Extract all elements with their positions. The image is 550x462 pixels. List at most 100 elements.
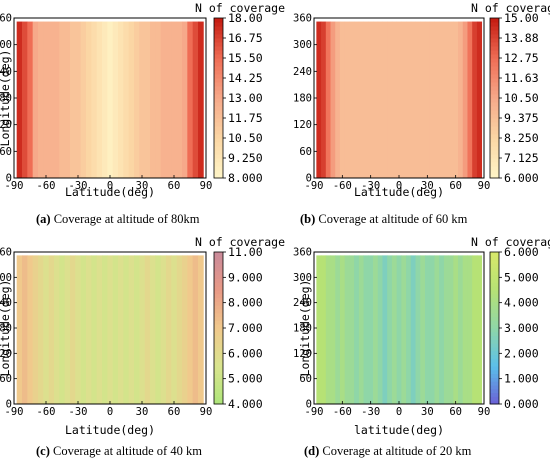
heat-cell	[96, 255, 103, 404]
colorbar-tick-label: 5.000	[504, 270, 539, 284]
colorbar-segment	[214, 252, 223, 257]
colorbar-segment	[490, 328, 499, 333]
colorbar-segment	[214, 316, 223, 321]
y-tick-label: 0	[306, 173, 312, 185]
colorbar-segment	[490, 114, 499, 119]
colorbar-segment	[214, 26, 223, 31]
heat-cell	[420, 255, 426, 404]
colorbar-segment	[490, 366, 499, 371]
y-axis-label: Longitude(deg)	[0, 280, 12, 377]
heat-cell	[123, 21, 130, 178]
colorbar-tick-label: 2.000	[504, 346, 539, 360]
y-tick-label: 60	[0, 373, 12, 385]
heat-cell	[316, 21, 322, 178]
colorbar-segment	[490, 297, 499, 302]
colorbar-tick-label: 14.25	[228, 71, 263, 85]
colorbar-segment	[214, 305, 223, 310]
heat-cell	[358, 21, 364, 178]
colorbar-segment	[490, 396, 499, 401]
heat-cell	[439, 255, 445, 404]
x-axis-label: Latitude(deg)	[65, 423, 155, 437]
colorbar-tick-label: 4.000	[504, 296, 539, 310]
x-tick-label: -30	[361, 180, 380, 192]
colorbar-segment	[214, 400, 223, 405]
colorbar-segment	[490, 66, 499, 71]
y-tick-label: 120	[0, 119, 12, 131]
colorbar-segment	[214, 278, 223, 283]
heat-cell	[198, 255, 204, 404]
colorbar-segment	[490, 331, 499, 337]
heat-cell	[150, 255, 156, 404]
colorbar-segment	[490, 102, 499, 107]
colorbar-tick-label: 7.125	[504, 151, 539, 165]
colorbar-tick-label: 12.75	[504, 51, 539, 65]
colorbar-segment	[214, 102, 223, 107]
colorbar-segment	[490, 22, 499, 27]
caption-c: (c) Coverage at altitude of 40 km	[36, 444, 202, 458]
heat-cell	[349, 21, 355, 178]
y-axis-label: Longitude(deg)	[0, 50, 12, 147]
heat-cell	[316, 255, 322, 404]
colorbar-segment	[490, 305, 499, 310]
colorbar-segment	[214, 66, 223, 71]
chart-panel-d: -90 -60 -30 0 30 60 90 0 60 120 180 240 300 360 latitu…	[293, 235, 550, 437]
colorbar-segment	[214, 166, 223, 171]
heat-cell	[187, 21, 194, 178]
colorbar-segment	[490, 293, 499, 299]
colorbar-segment	[490, 78, 499, 83]
y-tick-label: 0	[306, 399, 312, 411]
colorbar-segment	[490, 162, 499, 167]
colorbar-segment	[214, 34, 223, 39]
colorbar-segment	[214, 58, 223, 63]
colorbar-segment	[490, 170, 499, 175]
heat-cell	[59, 21, 66, 178]
y-tick-label: 180	[293, 323, 312, 335]
heat-cell	[70, 255, 76, 404]
y-tick-label: 240	[293, 297, 312, 309]
colorbar-segment	[490, 18, 499, 23]
heat-cell	[182, 255, 188, 404]
colorbar-tick-label: 5.000	[228, 372, 263, 386]
heat-cell	[472, 21, 478, 178]
colorbar-segment	[490, 252, 499, 257]
heat-cell	[387, 255, 393, 404]
colorbar-segment	[490, 385, 499, 390]
colorbar-title: N of coverage	[195, 1, 285, 15]
heat-cell	[134, 255, 140, 404]
colorbar-segment	[490, 30, 499, 35]
colorbar-segment	[214, 388, 223, 394]
colorbar-tick-label: 18.00	[228, 11, 263, 25]
colorbar-segment	[214, 339, 223, 344]
colorbar-segment	[214, 78, 223, 83]
heat-cell	[363, 255, 369, 404]
heat-cell	[118, 255, 124, 404]
colorbar-segment	[214, 30, 223, 35]
colorbar-segment	[214, 174, 223, 179]
heat-cell	[377, 255, 383, 404]
colorbar-segment	[214, 331, 223, 337]
x-tick-label: -30	[361, 406, 380, 418]
y-tick-label: 180	[0, 323, 12, 335]
colorbar-tick-label: 16.75	[228, 31, 263, 45]
heat-cell	[102, 255, 108, 404]
colorbar-tick-label: 10.50	[228, 131, 263, 145]
heat-cell	[391, 21, 398, 178]
colorbar-segment	[214, 385, 223, 390]
colorbar-segment	[214, 396, 223, 401]
colorbar-segment	[214, 377, 223, 382]
colorbar-segment	[490, 62, 499, 67]
colorbar-segment	[214, 154, 223, 159]
heat-cell	[112, 21, 119, 178]
x-tick-label: 90	[200, 180, 213, 192]
x-tick-label: -60	[37, 406, 56, 418]
colorbar-segment	[214, 146, 223, 151]
heat-cell	[38, 21, 44, 178]
colorbar-segment	[490, 82, 499, 87]
colorbar-segment	[214, 271, 223, 276]
y-tick-label: 0	[6, 173, 12, 185]
heat-cell	[176, 255, 183, 404]
colorbar-segment	[214, 70, 223, 75]
colorbar-segment	[214, 54, 223, 59]
colorbar-segment	[490, 46, 499, 51]
colorbar-segment	[490, 154, 499, 159]
